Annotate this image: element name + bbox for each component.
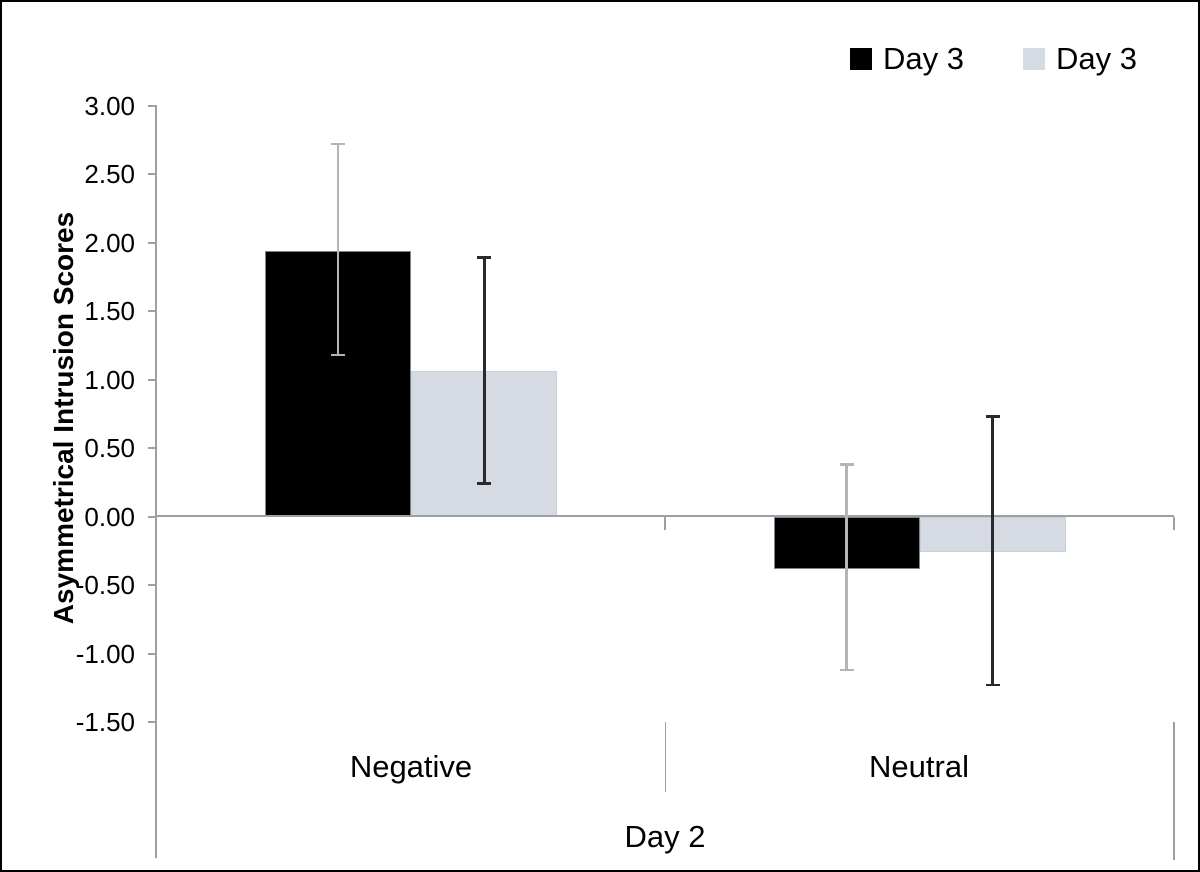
y-tick-label: 0.50: [84, 433, 135, 463]
y-tick: [148, 515, 157, 518]
category-label-negative: Negative: [349, 749, 473, 784]
errorbar-negative-series1-cap-low: [477, 482, 491, 485]
zero-axis-line: [157, 515, 1174, 517]
y-tick-label: -1.00: [75, 638, 135, 669]
legend-entry-day3-gray: Day 3: [1023, 41, 1137, 77]
category-divider-line: [664, 722, 666, 792]
errorbar-negative-series1-line: [482, 257, 486, 484]
legend-label: Day 3: [883, 41, 964, 76]
y-tick-label: 2.50: [84, 159, 135, 189]
y-tick: [148, 721, 157, 723]
errorbar-neutral-series0-cap-high: [839, 463, 854, 466]
y-tick: [148, 310, 157, 312]
errorbar-negative-series0-cap-high: [331, 142, 345, 146]
errorbar-neutral-series1-line: [991, 416, 994, 685]
category-label-neutral: Neutral: [869, 749, 969, 784]
legend-label: Day 3: [1056, 41, 1137, 76]
errorbar-neutral-series1-cap-low: [985, 683, 1000, 687]
y-tick: [148, 652, 157, 655]
legend-swatch-black: [850, 48, 872, 70]
y-tick-label: 2.00: [84, 227, 135, 258]
legend-swatch-gray: [1023, 48, 1045, 70]
y-tick: [148, 241, 157, 244]
y-tick-label: 0.00: [84, 501, 135, 532]
errorbar-negative-series1-cap-high: [477, 256, 491, 259]
errorbar-neutral-series1-cap-high: [985, 415, 1000, 418]
y-tick: [148, 378, 157, 381]
y-tick-label: -1.50: [75, 707, 135, 737]
y-tick-label: 1.50: [84, 296, 135, 326]
errorbar-neutral-series0-cap-low: [839, 668, 854, 672]
zero-line-tick: [1172, 516, 1175, 530]
errorbar-neutral-series0-line: [845, 464, 848, 670]
y-tick-label: 1.00: [84, 364, 135, 395]
legend-entry-day3-black: Day 3: [850, 41, 964, 77]
y-tick: [148, 104, 157, 107]
y-tick-label: -0.50: [75, 570, 135, 600]
y-tick: [148, 584, 157, 586]
group-label-day2: Day 2: [624, 819, 706, 854]
y-tick: [148, 447, 157, 449]
errorbar-negative-series0-cap-low: [331, 353, 345, 357]
y-tick-label: 3.00: [84, 90, 135, 121]
y-tick: [148, 173, 157, 175]
zero-line-tick: [664, 516, 666, 530]
right-boundary-line: [1173, 722, 1175, 860]
errorbar-negative-series0-line: [336, 143, 340, 355]
y-axis-line: [155, 105, 157, 858]
